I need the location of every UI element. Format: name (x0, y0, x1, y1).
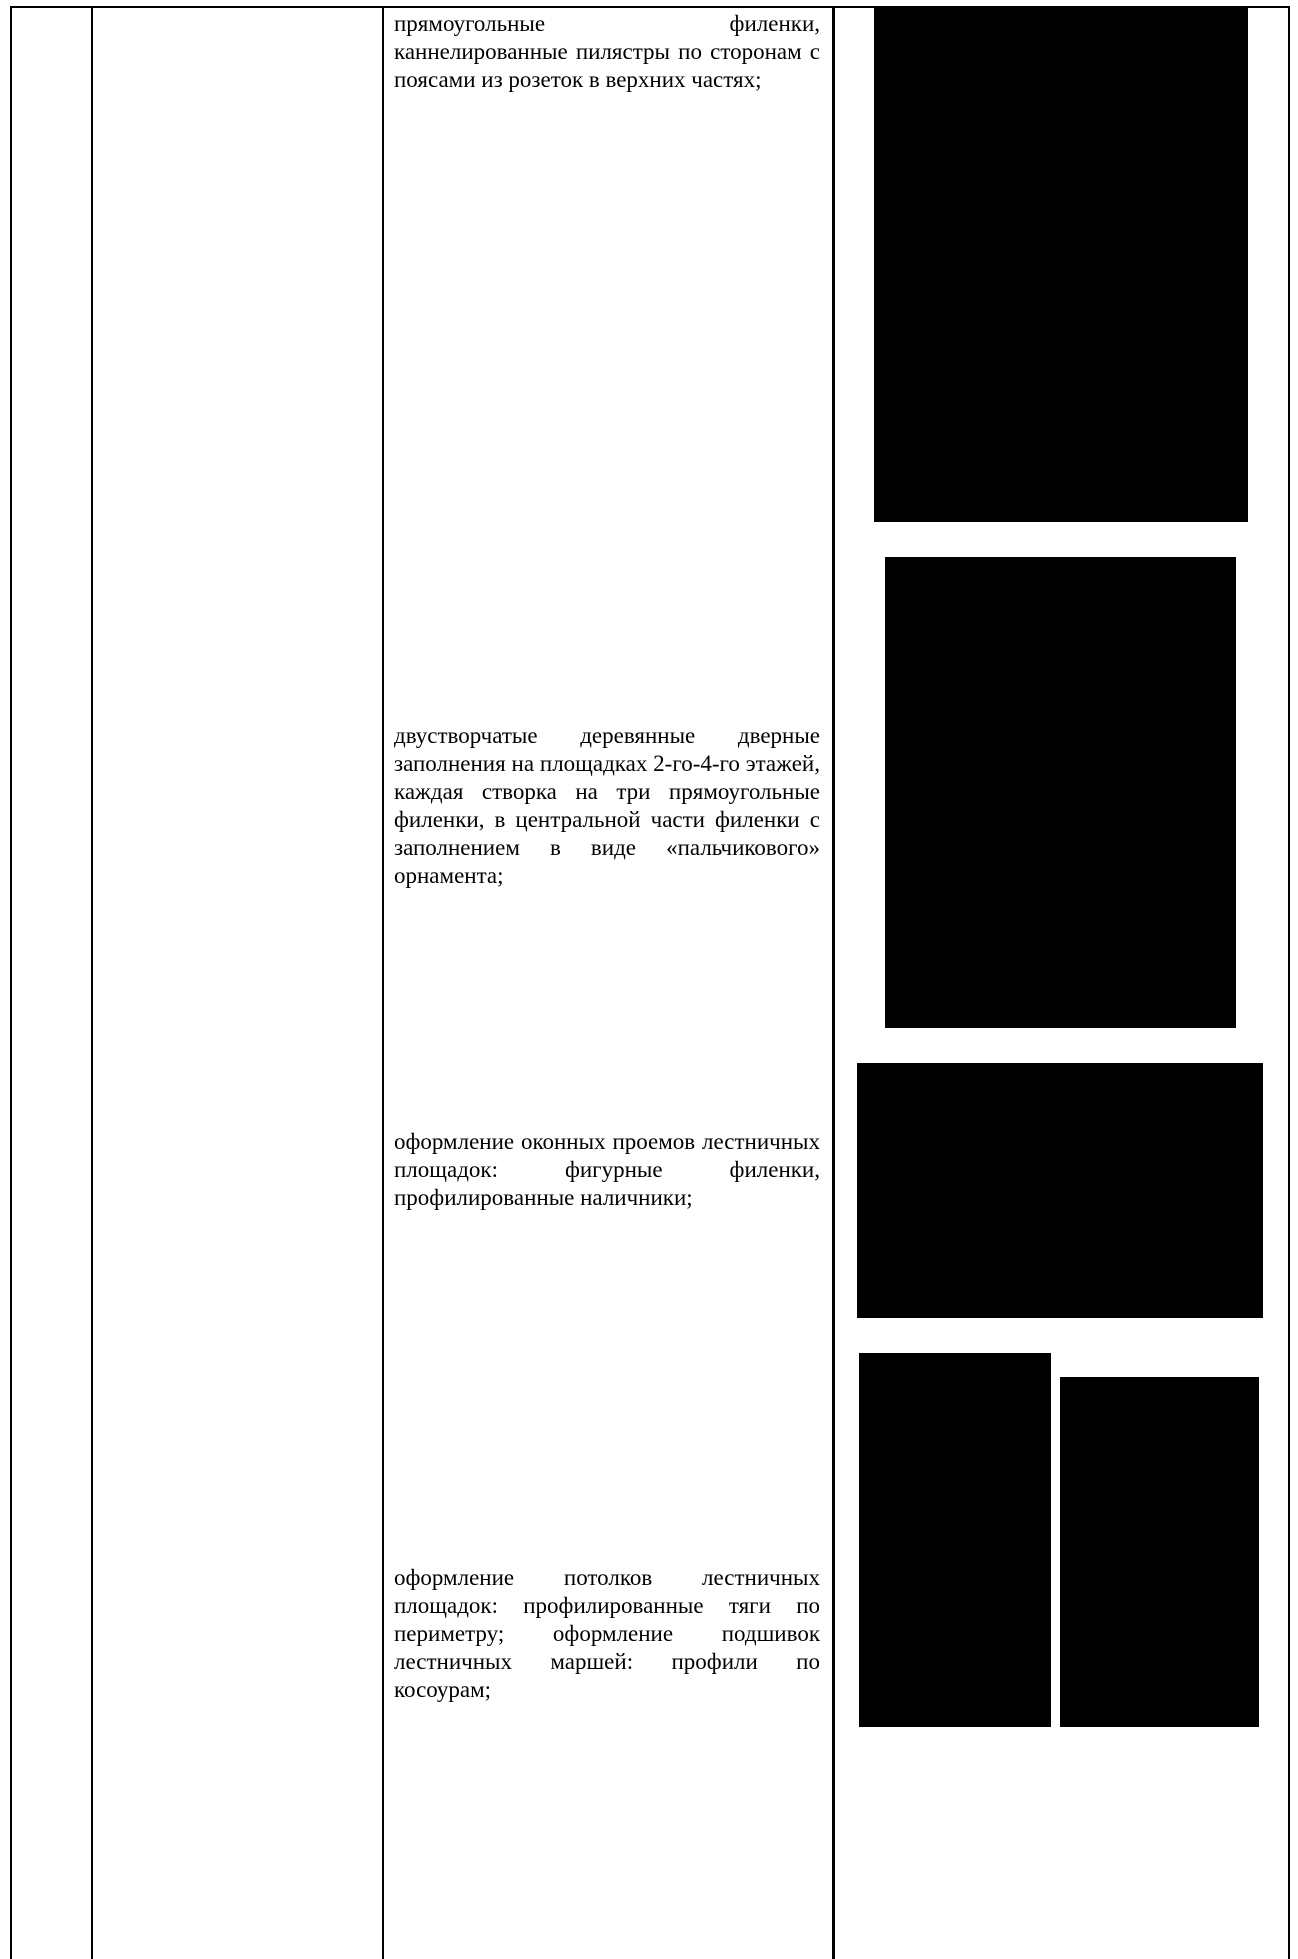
cell-text: оформление оконных проемов лестничных пл… (394, 1129, 820, 1210)
cell-text: двустворчатые деревянные дверные заполне… (394, 723, 820, 888)
photo (874, 6, 1248, 522)
cell-text: оформление потолков лестничных площадок:… (394, 1565, 820, 1702)
photo (1060, 1377, 1259, 1727)
table-border (91, 6, 93, 1959)
table-border (1288, 6, 1290, 1959)
table-border (10, 6, 1290, 8)
photo (859, 1353, 1051, 1727)
cell-text: прямоугольные филенки, каннелированные п… (394, 11, 820, 92)
table-border (382, 6, 384, 1959)
photo (857, 1063, 1263, 1318)
table-border (10, 6, 12, 1959)
photo (885, 557, 1236, 1028)
table-border (832, 6, 835, 1959)
